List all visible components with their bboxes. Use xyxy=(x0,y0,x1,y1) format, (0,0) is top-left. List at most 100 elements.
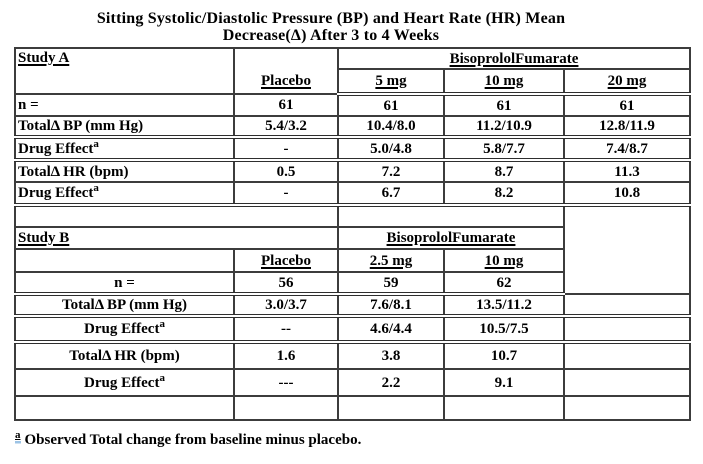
study-a-dose-header-cell: 20 mg xyxy=(562,68,692,96)
study-a-row-n: n = 61 61 61 61 xyxy=(14,93,692,117)
study-a-placebo-header: Placebo xyxy=(261,73,311,89)
value-cell: 5.4/3.2 xyxy=(233,115,339,139)
value-cell: 59 xyxy=(337,271,445,296)
empty-bottom-row xyxy=(14,395,692,421)
value-cell: 3.0/3.7 xyxy=(233,293,339,318)
study-b-group-header: BisoprololFumarate xyxy=(386,230,516,246)
study-b-dose-header-cell: 2.5 mg xyxy=(337,248,445,273)
empty-right-column-cell xyxy=(562,368,692,397)
table-title: Sitting Systolic/Diastolic Pressure (BP)… xyxy=(0,0,662,44)
value-cell: -- xyxy=(233,315,339,344)
study-a-row-bp: TotalΔ BP (mm Hg) 5.4/3.2 10.4/8.0 11.2/… xyxy=(14,115,692,139)
value-cell: 61 xyxy=(233,93,339,117)
study-b-placebo-header-cell: Placebo xyxy=(233,248,339,273)
footnote-reference: a xyxy=(93,137,99,150)
value-cell: 62 xyxy=(443,271,565,296)
study-b-row-bp: TotalΔ BP (mm Hg) 3.0/3.7 7.6/8.1 13.5/1… xyxy=(14,293,692,318)
row-label: TotalΔ HR (bpm) xyxy=(14,159,235,183)
row-label: TotalΔ BP (mm Hg) xyxy=(14,293,235,318)
value-cell: 8.7 xyxy=(443,159,565,183)
row-label: TotalΔ BP (mm Hg) xyxy=(14,115,235,139)
value-cell: 0.5 xyxy=(233,159,339,183)
study-a-row-drug-effect-bp: Drug Effecta - 5.0/4.8 5.8/7.7 7.4/8.7 xyxy=(14,136,692,162)
study-b-row-hr: TotalΔ HR (bpm) 1.6 3.8 10.7 xyxy=(14,341,692,370)
study-b-section-cell: Study B xyxy=(14,226,339,250)
study-b-row-n: n = 56 59 62 xyxy=(14,271,690,296)
study-b-header-row-2: Placebo 2.5 mg 10 mg xyxy=(14,248,690,273)
row-label: Drug Effecta xyxy=(14,315,235,344)
footnote-reference: a xyxy=(159,371,165,384)
study-a-dose-5mg: 5 mg xyxy=(375,73,407,89)
study-b-header-row-1: Study B BisoprololFumarate xyxy=(14,226,690,250)
empty-right-column-cell xyxy=(562,204,692,295)
bp-hr-data-table: Study A Placebo BisoprololFumarate 5 mg … xyxy=(14,47,692,421)
spacer-cell xyxy=(337,204,565,228)
empty-cell xyxy=(14,395,235,421)
empty-right-column-cell xyxy=(562,293,692,318)
row-label: n = xyxy=(14,93,235,117)
study-b-label: Study B xyxy=(18,230,70,246)
study-a-placebo-header-cell: Placebo xyxy=(233,47,339,95)
spacer-row xyxy=(14,204,692,295)
study-a-dose-10mg: 10 mg xyxy=(484,73,524,89)
empty-right-column-cell xyxy=(562,341,692,370)
row-label: Drug Effecta xyxy=(14,181,235,207)
title-line-2: Decrease(Δ) After 3 to 4 Weeks xyxy=(222,27,440,44)
value-cell: 3.8 xyxy=(337,341,445,370)
footnote-reference: a xyxy=(93,182,99,194)
value-cell: 56 xyxy=(233,271,339,296)
value-cell: 7.6/8.1 xyxy=(337,293,445,318)
row-label: Drug Effecta xyxy=(14,368,235,397)
study-a-label: Study A xyxy=(18,50,70,66)
study-b-row-drug-effect-bp: Drug Effecta -- 4.6/4.4 10.5/7.5 xyxy=(14,315,692,344)
value-cell: 11.3 xyxy=(562,159,692,183)
study-a-section-cell: Study A xyxy=(14,47,235,95)
title-line-1: Sitting Systolic/Diastolic Pressure (BP)… xyxy=(96,10,566,27)
empty-cell xyxy=(562,395,692,421)
value-cell: 8.2 xyxy=(443,181,565,207)
value-cell: 7.2 xyxy=(337,159,445,183)
row-label: n = xyxy=(14,271,235,296)
study-a-group-header: BisoprololFumarate xyxy=(449,50,579,67)
empty-right-column-cell xyxy=(562,315,692,344)
value-cell: 13.5/11.2 xyxy=(443,293,565,318)
value-cell: 10.7 xyxy=(443,341,565,370)
study-a-group-header-cell: BisoprololFumarate xyxy=(336,47,692,70)
empty-cell xyxy=(14,248,235,273)
value-cell: 12.8/11.9 xyxy=(562,115,692,139)
empty-cell xyxy=(443,395,565,421)
study-a-row-drug-effect-hr: Drug Effecta - 6.7 8.2 10.8 xyxy=(14,181,692,207)
study-a-dose-20mg: 20 mg xyxy=(607,73,647,89)
study-a-header-row-2: 5 mg 10 mg 20 mg xyxy=(15,68,692,96)
footnote-text: Observed Total change from baseline minu… xyxy=(24,432,362,448)
value-cell: 61 xyxy=(443,93,565,117)
study-b-placebo-header: Placebo xyxy=(261,252,311,269)
study-b-dose-10mg: 10 mg xyxy=(484,252,524,269)
study-a-row-hr: TotalΔ HR (bpm) 0.5 7.2 8.7 11.3 xyxy=(14,159,692,183)
study-b-dose-header-cell: 10 mg xyxy=(443,248,565,273)
value-cell: 7.4/8.7 xyxy=(562,136,692,162)
study-b-row-drug-effect-hr: Drug Effecta --- 2.2 9.1 xyxy=(14,368,692,397)
study-a-dose-header-cell: 5 mg xyxy=(337,68,445,96)
value-cell: 10.4/8.0 xyxy=(337,115,445,139)
value-cell: 5.0/4.8 xyxy=(337,136,445,162)
value-cell: 61 xyxy=(562,93,692,117)
value-cell: 10.8 xyxy=(562,181,692,207)
footnote-reference: a xyxy=(159,318,165,330)
study-b-dose-2-5mg: 2.5 mg xyxy=(369,252,413,269)
value-cell: 11.2/10.9 xyxy=(443,115,565,139)
study-b-group-header-cell: BisoprololFumarate xyxy=(337,226,565,250)
empty-cell xyxy=(337,395,445,421)
row-label: Drug Effecta xyxy=(14,136,235,162)
empty-cell xyxy=(233,395,339,421)
study-a-header-row-1: Study A Placebo BisoprololFumarate xyxy=(14,47,692,95)
study-a-dose-header-cell: 10 mg xyxy=(443,68,565,96)
footnote-marker: a xyxy=(15,429,21,441)
value-cell: 4.6/4.4 xyxy=(337,315,445,344)
value-cell: 2.2 xyxy=(337,368,445,397)
footnote: a Observed Total change from baseline min… xyxy=(15,429,703,449)
value-cell: - xyxy=(233,136,339,162)
value-cell: 6.7 xyxy=(337,181,445,207)
value-cell: 61 xyxy=(337,93,445,117)
